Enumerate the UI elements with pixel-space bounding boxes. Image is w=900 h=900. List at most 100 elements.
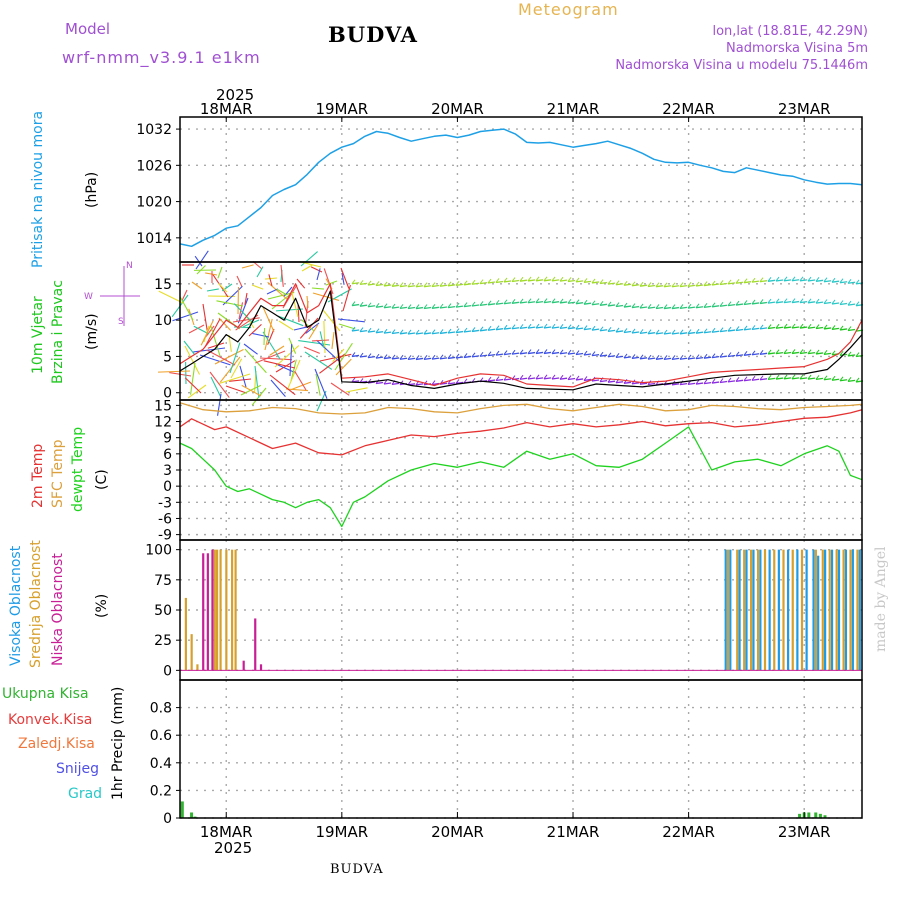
wind-arrow: [751, 327, 760, 331]
wind-arrow-head: [447, 303, 452, 308]
wind-arrow: [415, 383, 424, 386]
wind-arrow-head: [439, 281, 444, 287]
cloud-bar: [752, 549, 755, 671]
wind-arrow-head: [535, 276, 540, 282]
wind-barb: [319, 331, 325, 349]
wind-arrow-head: [463, 353, 468, 358]
legend-snow: Snijeg: [56, 761, 100, 777]
wind-barb: [205, 272, 218, 276]
wind-arrow: [447, 331, 456, 334]
wind-barb: [202, 303, 208, 331]
wind-arrow: [623, 356, 632, 359]
wind-arrow: [759, 327, 768, 330]
wind-arrow: [783, 300, 792, 304]
wind-arrow-head: [823, 350, 828, 355]
wind-arrow-head: [399, 282, 404, 287]
footer-title: BUDVA: [330, 862, 384, 877]
wind-arrow: [567, 352, 576, 355]
wind-arrow-head: [399, 354, 404, 360]
wind-arrow-head: [623, 302, 628, 308]
wind-barb: [229, 342, 241, 374]
wind-arrow-head: [655, 329, 660, 335]
wind-arrow-head: [519, 298, 524, 304]
wind-arrow-head: [375, 302, 380, 308]
wind-barb: [188, 324, 205, 334]
wind-arrow: [815, 279, 824, 282]
cloud-bar: [828, 549, 831, 671]
precip-bar: [807, 812, 811, 818]
wind-arrow: [423, 357, 432, 360]
wind-arrow: [727, 380, 736, 383]
wind-barb: [322, 309, 341, 332]
wind-arrow: [719, 330, 728, 333]
wind-arrow: [463, 330, 472, 333]
wind-arrow: [743, 353, 752, 356]
cloud-bar: [844, 549, 848, 671]
wind-arrow-head: [807, 374, 812, 380]
wind-arrow-head: [775, 298, 780, 304]
wind-barb: [218, 317, 231, 331]
wind-arrow: [543, 279, 552, 282]
wind-arrow-head: [471, 327, 476, 332]
wind-arrow-head: [527, 323, 532, 329]
wind-barb: [301, 264, 313, 272]
wind-arrow: [743, 328, 752, 331]
panel-frame: [179, 399, 863, 541]
wind-arrow-head: [623, 328, 628, 333]
wind-arrow-head: [599, 301, 604, 306]
panel-frame: [179, 679, 863, 819]
wind-barb: [319, 353, 346, 374]
wind-arrow-head: [791, 298, 796, 303]
wind-arrow-head: [719, 280, 724, 285]
wind-arrow: [527, 351, 536, 355]
wind-barb: [216, 300, 244, 307]
wind-arrow-head: [367, 302, 372, 308]
bottom-date-tick: 21MAR: [547, 823, 600, 841]
wind-arrow: [455, 305, 464, 308]
wind-arrow: [791, 377, 800, 380]
wind-arrow-head: [359, 352, 364, 358]
wind-barb: [290, 290, 299, 318]
wind-arrow: [375, 331, 384, 334]
wind-arrow-head: [831, 325, 836, 330]
wind-arrow: [655, 306, 664, 310]
wind-arrow-head: [463, 378, 468, 384]
wind-arrow-head: [583, 299, 588, 305]
wind-arrow-head: [543, 323, 548, 329]
wind-arrow-head: [599, 326, 604, 332]
wind-arrow-head: [431, 282, 436, 287]
wind-barb: [337, 318, 365, 323]
precip-bar: [823, 815, 827, 818]
bottom-year-label: 2025: [214, 839, 253, 857]
gust-line: [179, 283, 863, 388]
wind-arrow: [831, 280, 840, 283]
wind-arrow-head: [455, 379, 460, 384]
wind-arrow-head: [687, 329, 692, 334]
wind-arrow: [759, 352, 768, 355]
wind-barb: [200, 320, 214, 346]
cloud-bar: [812, 549, 815, 671]
wind-arrow-head: [575, 299, 580, 304]
wind-arrow: [679, 332, 688, 335]
wind-arrow: [599, 281, 608, 285]
wind-arrow-head: [455, 281, 460, 286]
wind-arrow: [407, 306, 416, 310]
wind-arrow-head: [479, 301, 484, 306]
y-tick-label: 75: [154, 573, 172, 589]
wind-barb: [335, 358, 352, 376]
wind-arrow: [831, 327, 840, 331]
wind-arrow-head: [527, 374, 532, 380]
wind-arrow: [719, 355, 728, 358]
wind-arrow: [847, 281, 856, 284]
wind-arrow-head: [615, 353, 620, 358]
wind-arrow-head: [591, 325, 596, 331]
wind-arrow: [471, 355, 480, 358]
wind-arrow-head: [375, 328, 380, 333]
wind-arrow-head: [743, 278, 748, 283]
wind-arrow-head: [607, 301, 612, 307]
wind-arrow: [391, 382, 400, 386]
wind-arrow: [447, 356, 456, 360]
wind-arrow-head: [743, 300, 748, 305]
wind-arrow-head: [463, 327, 468, 333]
legend-frozen-precip: Zaledj.Kisa: [18, 736, 95, 752]
